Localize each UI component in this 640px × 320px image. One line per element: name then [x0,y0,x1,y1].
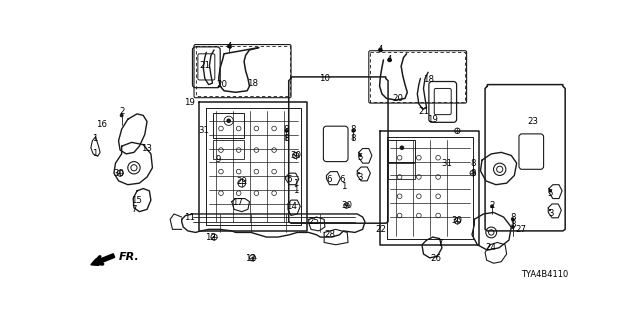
Text: 20: 20 [216,80,227,89]
Text: 11: 11 [184,212,195,221]
Circle shape [549,189,552,192]
Text: 5: 5 [548,189,553,198]
Text: 1: 1 [293,179,298,188]
Text: 3: 3 [548,210,554,219]
Circle shape [227,44,232,48]
Text: 9: 9 [216,155,221,164]
Text: 1: 1 [92,134,97,143]
Text: 28: 28 [325,230,336,239]
Circle shape [358,172,360,174]
Circle shape [511,225,515,229]
Text: 6: 6 [339,175,344,184]
Text: 3: 3 [358,172,363,181]
FancyArrow shape [91,254,115,265]
Circle shape [399,145,404,150]
Text: 30: 30 [341,201,352,210]
Text: 29: 29 [236,177,247,186]
Text: 18: 18 [424,75,435,84]
Text: 23: 23 [527,117,538,126]
Circle shape [213,236,215,238]
Text: 18: 18 [247,78,258,88]
Circle shape [490,204,494,208]
Text: 16: 16 [96,120,107,129]
Circle shape [351,129,355,133]
Text: 10: 10 [319,74,330,83]
Text: 5: 5 [358,153,363,162]
Text: FR.: FR. [118,252,140,262]
Text: 19: 19 [428,115,438,124]
Text: 12: 12 [246,254,257,263]
Text: 8: 8 [511,213,516,222]
Text: 15: 15 [131,196,142,204]
Circle shape [120,114,124,117]
Text: 21: 21 [419,107,429,116]
Circle shape [359,154,362,157]
Text: 31: 31 [198,126,209,135]
Circle shape [285,129,289,133]
Text: 8: 8 [284,125,289,134]
Text: 21: 21 [199,61,211,70]
Text: 30: 30 [114,169,125,178]
Circle shape [227,118,231,123]
Text: 6: 6 [287,175,292,184]
Text: 31: 31 [441,159,452,168]
Text: 30: 30 [290,151,301,160]
Text: 4: 4 [387,55,392,64]
Circle shape [387,58,392,62]
Text: 17: 17 [232,198,243,207]
Text: TYA4B4110: TYA4B4110 [521,270,568,279]
Text: 1: 1 [340,182,346,191]
Text: 22: 22 [375,225,386,234]
Text: 14: 14 [285,202,296,211]
Text: 8: 8 [470,159,476,168]
Text: 20: 20 [392,94,404,103]
Text: 25: 25 [308,217,319,226]
Circle shape [378,48,383,52]
Text: 8: 8 [470,169,476,178]
Text: 4: 4 [378,45,383,54]
Text: 2: 2 [489,201,495,210]
Text: 7: 7 [438,239,443,249]
Text: 26: 26 [430,254,442,263]
Text: 19: 19 [184,98,195,107]
Text: 30: 30 [452,216,463,225]
Text: 24: 24 [485,243,496,252]
Circle shape [252,257,253,259]
Text: 4: 4 [227,42,232,51]
Text: 8: 8 [511,220,516,229]
Text: 13: 13 [141,144,152,153]
Text: 8: 8 [351,134,356,143]
Text: 1: 1 [92,149,97,158]
Text: 27: 27 [515,225,526,234]
Text: 7: 7 [131,205,137,214]
Circle shape [511,217,515,221]
Text: 2: 2 [119,107,124,116]
Circle shape [548,209,551,211]
Text: 6: 6 [327,175,332,184]
Text: 8: 8 [351,125,356,134]
Text: 1: 1 [293,186,298,195]
Text: 8: 8 [284,134,289,143]
Text: 12: 12 [205,233,216,242]
